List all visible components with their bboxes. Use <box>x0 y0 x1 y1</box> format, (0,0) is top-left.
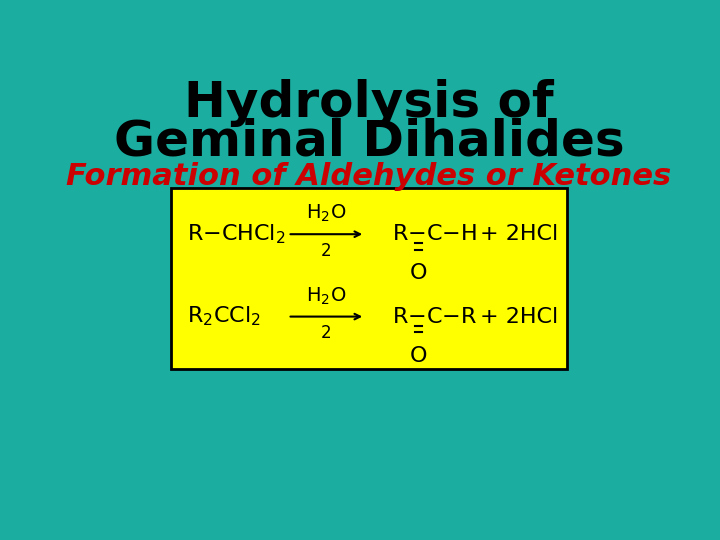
Text: R$-$C$-$H: R$-$C$-$H <box>392 224 477 244</box>
Text: R$_2$CCl$_2$: R$_2$CCl$_2$ <box>187 305 261 328</box>
Text: 2: 2 <box>321 325 332 342</box>
Text: O: O <box>410 264 428 284</box>
Text: 2: 2 <box>321 242 332 260</box>
Text: R$-$CHCl$_2$: R$-$CHCl$_2$ <box>187 222 285 246</box>
Bar <box>171 188 567 369</box>
Text: + 2HCl: + 2HCl <box>480 307 558 327</box>
Text: Formation of Aldehydes or Ketones: Formation of Aldehydes or Ketones <box>66 162 672 191</box>
Text: Hydrolysis of: Hydrolysis of <box>184 79 554 127</box>
Text: R$-$C$-$R: R$-$C$-$R <box>392 307 477 327</box>
Text: Geminal Dihalides: Geminal Dihalides <box>114 118 624 166</box>
Text: H$_2$O: H$_2$O <box>306 203 346 224</box>
Text: O: O <box>410 346 428 366</box>
Text: + 2HCl: + 2HCl <box>480 224 558 244</box>
Text: H$_2$O: H$_2$O <box>306 285 346 307</box>
